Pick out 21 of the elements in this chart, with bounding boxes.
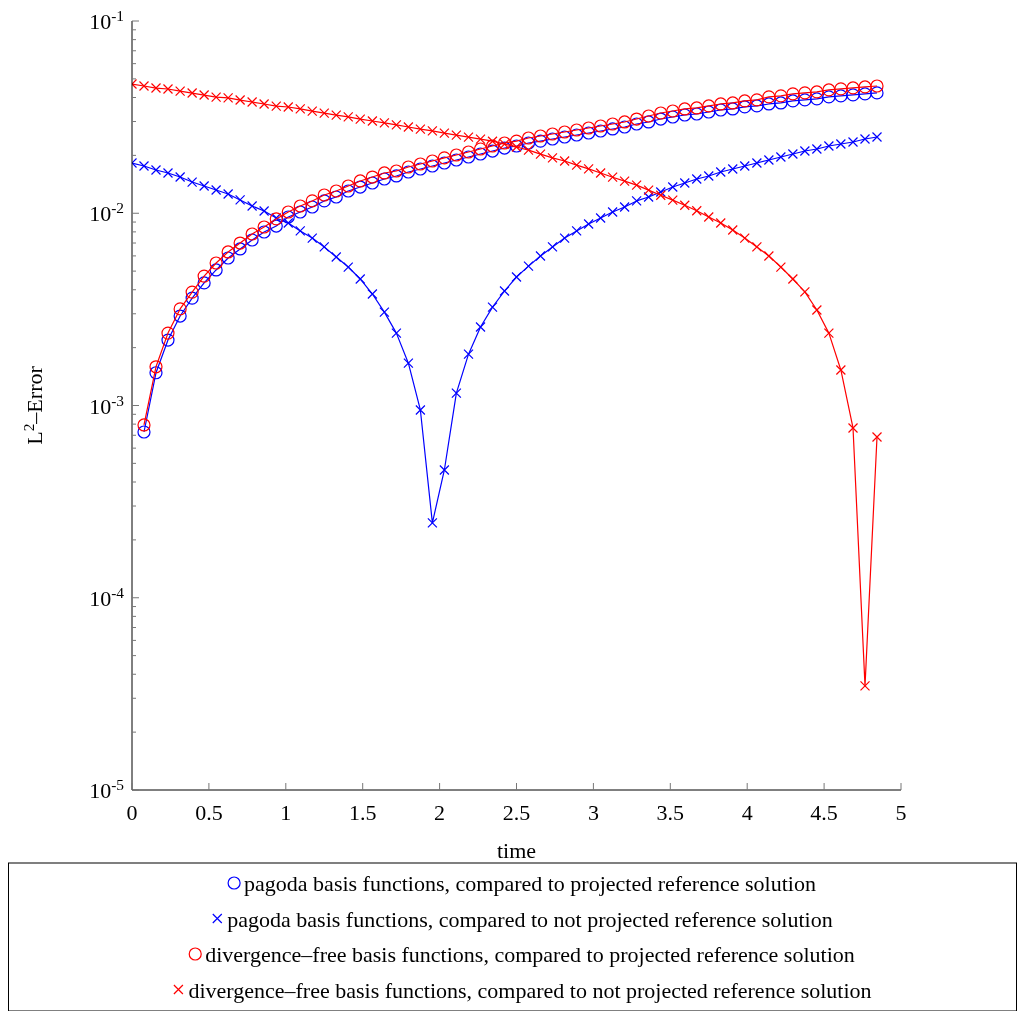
- x-tick-label: 3: [587, 800, 599, 825]
- x-axis-title: time: [496, 838, 537, 863]
- x-tick-label: 0: [126, 800, 138, 825]
- legend-label: divergence–free basis functions, compared to not projected reference solution: [188, 977, 872, 1003]
- y-tick-label: 10$^{-3}$: [89, 391, 125, 419]
- x-tick-label: 1.5: [348, 800, 377, 825]
- y-tick-label: 10$^{-5}$: [89, 775, 125, 803]
- y-tick-label: 10$^{-1}$: [89, 6, 124, 34]
- x-tick-label: 3.5: [656, 800, 685, 825]
- x-tick-label: 1: [280, 800, 292, 825]
- legend-label: pagoda basis functions, compared to not projected reference solution: [227, 906, 833, 932]
- y-tick-label: 10$^{-4}$: [89, 583, 125, 611]
- x-tick-label: 4: [741, 800, 753, 825]
- x-tick-label: 5: [895, 800, 907, 825]
- x-tick-label: 2: [434, 800, 446, 825]
- x-tick-label: 2.5: [502, 800, 531, 825]
- x-tick-label: 0.5: [195, 800, 223, 825]
- y-tick-label: 10$^{-2}$: [89, 198, 124, 227]
- legend-label: pagoda basis functions, compared to projected reference solution: [244, 871, 816, 896]
- x-tick-label: 4.5: [810, 800, 838, 825]
- legend-label: divergence–free basis functions, compared to projected reference solution: [205, 942, 855, 967]
